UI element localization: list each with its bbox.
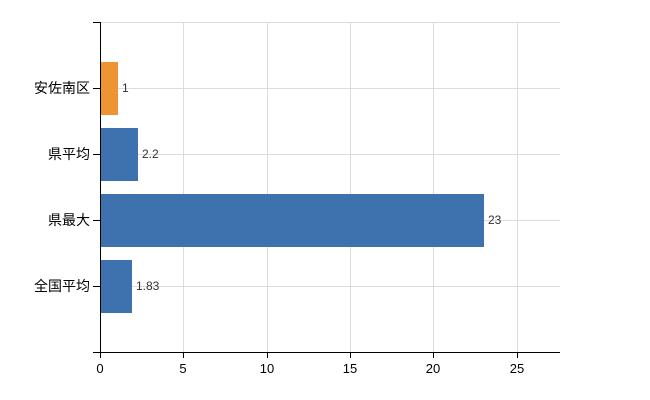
category-label: 県最大 bbox=[48, 212, 90, 228]
x-tick-label: 15 bbox=[342, 361, 358, 376]
bar-1 bbox=[101, 128, 138, 181]
vertical-gridline bbox=[183, 22, 185, 352]
x-axis-tick bbox=[433, 352, 434, 358]
bar-2 bbox=[101, 194, 484, 247]
category-label: 安佐南区 bbox=[34, 80, 90, 96]
category-tick bbox=[93, 88, 100, 89]
x-axis-tick bbox=[100, 352, 101, 358]
bar-value-label: 23 bbox=[488, 213, 502, 227]
x-tick-label: 20 bbox=[425, 361, 441, 376]
vertical-gridline bbox=[433, 22, 435, 352]
y-axis-top-tick bbox=[93, 22, 100, 23]
bar-3 bbox=[101, 260, 132, 313]
bar-value-label: 1.83 bbox=[136, 279, 160, 293]
category-tick bbox=[93, 154, 100, 155]
x-axis-line bbox=[93, 352, 560, 353]
horizontal-gridline bbox=[100, 88, 560, 89]
x-axis-tick bbox=[517, 352, 518, 358]
x-tick-label: 25 bbox=[509, 361, 525, 376]
category-label: 県平均 bbox=[48, 146, 90, 162]
x-tick-label: 5 bbox=[179, 361, 187, 376]
x-tick-label: 10 bbox=[259, 361, 275, 376]
vertical-gridline bbox=[350, 22, 351, 352]
vertical-gridline bbox=[266, 22, 268, 352]
vertical-gridline bbox=[516, 22, 518, 352]
bar-value-label: 1 bbox=[122, 81, 129, 95]
horizontal-gridline bbox=[100, 286, 560, 287]
category-label: 全国平均 bbox=[34, 278, 90, 294]
x-axis-tick bbox=[183, 352, 184, 358]
x-axis-tick bbox=[267, 352, 268, 358]
x-axis-tick bbox=[350, 352, 351, 358]
horizontal-gridline bbox=[100, 154, 560, 155]
category-tick bbox=[93, 220, 100, 221]
category-tick bbox=[93, 286, 100, 287]
y-axis-line bbox=[100, 22, 101, 353]
plot-top-border bbox=[100, 22, 560, 23]
bar-0 bbox=[101, 62, 118, 115]
bar-value-label: 2.2 bbox=[142, 147, 159, 161]
x-tick-label: 0 bbox=[96, 361, 104, 376]
